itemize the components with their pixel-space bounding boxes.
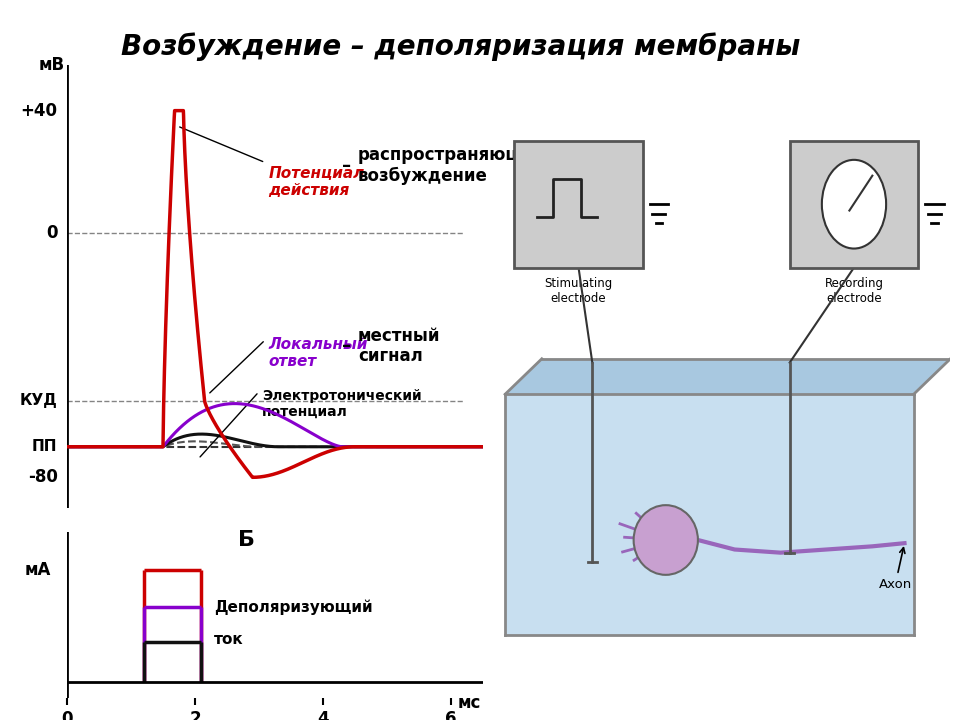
Text: 0: 0: [46, 224, 58, 242]
FancyBboxPatch shape: [515, 141, 643, 268]
Text: Stimulating
electrode: Stimulating electrode: [544, 277, 612, 305]
Text: мс: мс: [458, 694, 482, 712]
Text: –: –: [342, 157, 351, 175]
Ellipse shape: [634, 505, 698, 575]
Text: КУД: КУД: [20, 393, 58, 408]
Polygon shape: [505, 359, 950, 395]
Polygon shape: [505, 395, 914, 635]
Text: –: –: [342, 337, 351, 355]
Text: +40: +40: [20, 102, 58, 120]
Text: -80: -80: [28, 468, 58, 486]
Text: Axon: Axon: [878, 548, 912, 591]
Circle shape: [822, 160, 886, 248]
Text: ток: ток: [214, 632, 244, 647]
Text: ПП: ПП: [32, 439, 58, 454]
Text: местный
сигнал: местный сигнал: [358, 327, 441, 365]
Text: Локальный
ответ: Локальный ответ: [269, 337, 368, 369]
Text: Возбуждение – деполяризация мембраны: Возбуждение – деполяризация мембраны: [121, 32, 801, 61]
Text: Потенциал
действия: Потенциал действия: [269, 166, 365, 198]
Text: Б: Б: [238, 531, 254, 550]
Text: мВ: мВ: [38, 56, 64, 74]
Text: Деполяризующий: Деполяризующий: [214, 600, 372, 615]
Text: мА: мА: [25, 561, 51, 579]
Text: Электротонический
потенциал: Электротонический потенциал: [262, 389, 421, 419]
Text: распространяющееся
возбуждение: распространяющееся возбуждение: [358, 146, 568, 185]
FancyBboxPatch shape: [790, 141, 919, 268]
Text: Recording
electrode: Recording electrode: [825, 277, 883, 305]
